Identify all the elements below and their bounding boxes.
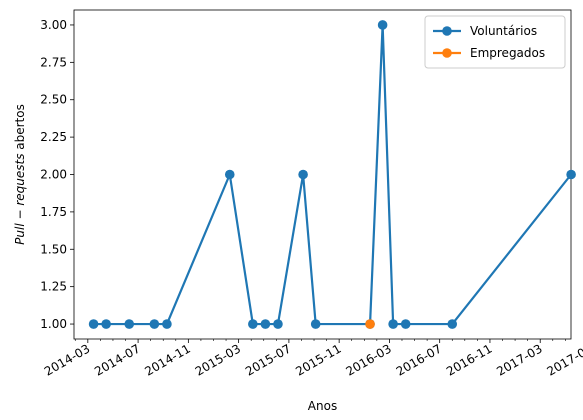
data-point: [310, 319, 321, 329]
data-point: [224, 169, 235, 180]
x-tick-label: 2017-03: [494, 341, 544, 378]
legend-label: Voluntários: [470, 24, 537, 38]
y-tick-label: 1.75: [40, 205, 67, 219]
series-2: [365, 319, 375, 329]
x-tick-label: 2016-11: [444, 341, 494, 378]
y-tick-label: 1.50: [40, 242, 67, 256]
y-tick-label: 2.75: [40, 55, 67, 69]
data-point: [101, 319, 111, 329]
x-axis: 2014-03 2014-07 2014-11 2015-03 2015-07 2015-…: [42, 339, 583, 379]
legend-box: [424, 15, 566, 69]
data-point: [88, 319, 99, 329]
data-point: [273, 319, 283, 329]
data-point: [248, 319, 258, 329]
series-line: [93, 23, 572, 326]
legend-label: Empregados: [470, 46, 545, 60]
x-axis-title: Anos: [308, 399, 337, 413]
y-tick-label: 2.50: [40, 93, 67, 107]
data-point: [400, 319, 411, 329]
data-point: [377, 20, 388, 30]
y-tick-label: 1.00: [40, 317, 67, 331]
data-point: [124, 319, 135, 329]
y-tick-label: 3.00: [40, 18, 67, 32]
y-axis-title-italic: Pull − requests: [13, 154, 27, 245]
y-tick-label: 1.25: [40, 280, 67, 294]
x-tick-label: 2015-07: [243, 341, 293, 378]
legend-item: Empregados: [433, 46, 545, 60]
y-axis-title: Pull − requests abertos: [13, 104, 27, 245]
data-point: [298, 169, 308, 180]
data-point: [365, 319, 375, 329]
x-tick-label: 2014-07: [92, 341, 142, 378]
x-tick-label: 2016-03: [343, 341, 393, 378]
x-tick-label: 2017-07: [545, 341, 583, 378]
x-tick-label: 2016-07: [394, 341, 444, 378]
y-axis-title-rest: abertos: [13, 104, 27, 153]
data-point: [388, 319, 398, 329]
data-point: [162, 319, 172, 329]
series-layer: [88, 20, 576, 329]
data-point: [566, 169, 576, 180]
y-tick-label: 2.00: [40, 168, 67, 182]
legend-item: Voluntários: [433, 24, 537, 38]
y-axis: 1.00 1.25 1.50 1.75 2.00 2.25 2.50 2.75 3.00: [40, 18, 74, 331]
x-tick-label: 2015-03: [193, 341, 243, 378]
y-tick-label: 2.25: [40, 130, 67, 144]
legend-marker: [442, 48, 452, 58]
x-tick-label: 2015-11: [293, 341, 343, 378]
data-point: [447, 319, 458, 329]
x-tick-label: 2014-03: [42, 341, 92, 378]
legend-marker: [442, 26, 452, 36]
data-point: [260, 319, 271, 329]
x-tick-label: 2014-11: [142, 341, 192, 378]
legend: Voluntários Empregados: [424, 15, 566, 69]
data-point: [149, 319, 160, 329]
